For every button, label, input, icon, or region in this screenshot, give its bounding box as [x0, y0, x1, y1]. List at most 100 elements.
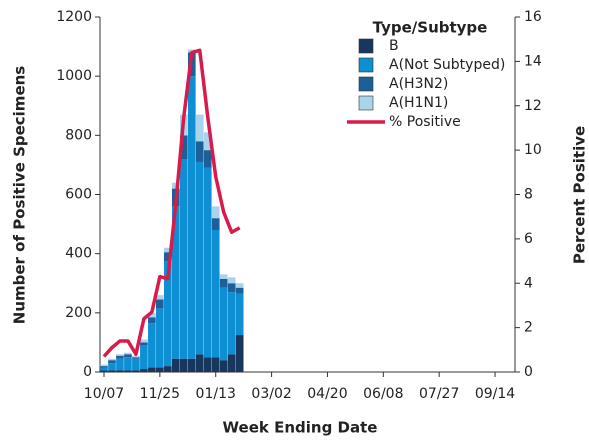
bar-segment	[124, 357, 132, 371]
legend-label: A(Not Subtyped)	[389, 57, 505, 73]
bar-segment	[211, 357, 220, 372]
bar-segment	[235, 293, 244, 336]
x-tick-label: 09/14	[475, 386, 515, 402]
bar-segment	[140, 339, 148, 343]
bar-segment	[219, 360, 228, 372]
bar-segment	[124, 352, 132, 355]
y2-tick-label: 8	[524, 187, 533, 203]
y2-tick-label: 10	[524, 142, 542, 158]
bar-segment	[108, 363, 116, 371]
bar-segment	[100, 370, 108, 372]
x-tick-label: 01/13	[196, 386, 236, 402]
bar-segment	[187, 358, 196, 372]
bar-segment	[211, 230, 220, 358]
bar-segment	[219, 287, 228, 361]
bar-segment	[148, 317, 156, 324]
bar-segment	[203, 357, 212, 372]
y-tick-label: 1000	[56, 68, 92, 84]
bar-segment	[164, 261, 172, 367]
bar-segment	[203, 150, 212, 168]
bar-segment	[195, 114, 204, 142]
bar-segment	[195, 354, 204, 372]
bar-segment	[171, 358, 180, 372]
bar-segment	[116, 355, 124, 359]
bar-segment	[171, 206, 180, 359]
y-tick-label: 1200	[56, 9, 92, 25]
bar-segment	[227, 292, 236, 355]
bar-segment	[219, 274, 228, 279]
bar-segment	[211, 218, 220, 230]
y2-tick-label: 12	[524, 98, 542, 114]
bar-segment	[132, 357, 140, 359]
bar-segment	[219, 278, 228, 288]
bar-segment	[100, 364, 108, 367]
y-axis-label: Number of Positive Specimens	[11, 66, 29, 325]
bar-segment	[203, 132, 212, 151]
x-tick-label: 07/27	[419, 386, 459, 402]
x-axis-label: Week Ending Date	[223, 419, 378, 437]
bar-segment	[203, 167, 212, 358]
bar-segment	[179, 135, 188, 159]
bar-segment	[187, 76, 196, 359]
bar-segment	[132, 370, 140, 372]
y2-axis-label: Percent Positive	[571, 126, 589, 264]
legend-swatch	[358, 38, 374, 54]
bar-segment	[148, 367, 156, 372]
y-tick-label: 0	[83, 364, 92, 380]
bar-segment	[211, 206, 220, 219]
legend-label: A(H3N2)	[389, 76, 448, 92]
y-tick-label: 600	[65, 187, 92, 203]
legend-label: A(H1N1)	[389, 95, 448, 111]
bar-segment	[156, 367, 164, 372]
bar-segment	[100, 367, 108, 371]
bar-segment	[179, 358, 188, 372]
x-tick-label: 10/07	[84, 386, 124, 402]
bar-segment	[156, 299, 164, 309]
bar-segment	[108, 358, 116, 361]
bar-segment	[156, 308, 164, 368]
x-tick-label: 06/08	[363, 386, 403, 402]
bar-segment	[179, 159, 188, 359]
bar-segment	[235, 283, 244, 288]
bar-segment	[164, 247, 172, 253]
bar-segment	[132, 355, 140, 358]
bar-segment	[116, 354, 124, 356]
bar-segment	[227, 283, 236, 293]
legend-title: Type/Subtype	[373, 19, 488, 37]
legend-swatch	[358, 76, 374, 92]
bar-segment	[195, 161, 204, 355]
bar-segment	[195, 141, 204, 162]
bar-segment	[108, 370, 116, 372]
bar-segment	[156, 295, 164, 300]
bar-segment	[227, 277, 236, 284]
y-tick-label: 200	[65, 305, 92, 321]
y2-tick-label: 6	[524, 231, 533, 247]
line-series	[102, 48, 241, 358]
y2-tick-label: 16	[524, 9, 542, 25]
bar-segment	[164, 252, 172, 262]
y2-tick-label: 4	[524, 275, 533, 291]
bar-segment	[140, 369, 148, 372]
legend-swatch	[358, 95, 374, 111]
bar-segment	[148, 312, 156, 318]
y-tick-label: 800	[65, 127, 92, 143]
y2-tick-label: 0	[524, 364, 533, 380]
bar-segment	[164, 366, 172, 372]
x-tick-label: 03/02	[251, 386, 291, 402]
bar-segment	[100, 366, 108, 368]
bar-segment	[116, 370, 124, 372]
legend-swatch	[358, 57, 374, 73]
bar-segment	[108, 360, 116, 364]
bar-segment	[124, 354, 132, 358]
y-tick-label: 400	[65, 246, 92, 262]
legend-label: B	[389, 38, 399, 54]
bar-segment	[140, 345, 148, 370]
bar-segment	[227, 354, 236, 372]
bar-segment	[235, 287, 244, 294]
x-tick-label: 04/20	[307, 386, 347, 402]
bar-segment	[132, 358, 140, 371]
legend-label: % Positive	[389, 114, 461, 130]
bar-segment	[148, 323, 156, 368]
bar-segment	[235, 335, 244, 372]
